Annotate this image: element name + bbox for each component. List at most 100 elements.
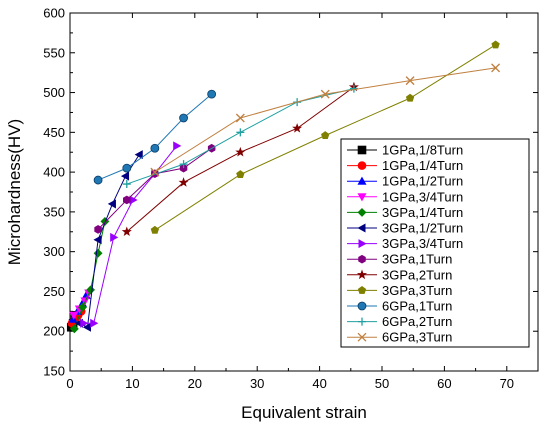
data-point	[357, 145, 367, 155]
data-point	[321, 131, 330, 140]
series-3GPa,3Turn	[150, 40, 500, 234]
series-6GPa,1Turn	[93, 89, 217, 185]
legend-item: 6GPa,3Turn	[347, 330, 452, 345]
data-point	[120, 171, 130, 181]
legend-item: 6GPa,2Turn	[347, 314, 452, 329]
data-point	[357, 207, 367, 217]
legend-label: 3GPa,1/4Turn	[382, 205, 463, 220]
data-point	[236, 128, 245, 137]
data-point	[78, 302, 87, 312]
data-point	[357, 286, 367, 294]
y-axis-label: Microhardness(HV)	[5, 119, 24, 265]
x-tick-label: 60	[437, 376, 451, 391]
legend-label: 6GPa,1Turn	[382, 299, 452, 314]
data-point	[358, 317, 366, 326]
y-tick-label: 200	[43, 324, 65, 339]
data-point	[491, 63, 501, 73]
x-tick-label: 70	[500, 376, 514, 391]
data-point	[178, 177, 189, 187]
data-point	[235, 113, 245, 123]
legend-label: 1GPa,3/4Turn	[382, 189, 463, 204]
data-point	[150, 225, 160, 234]
series-6GPa,2Turn	[122, 84, 358, 189]
legend-label: 1GPa,1/2Turn	[382, 174, 463, 189]
data-point	[173, 141, 182, 151]
legend-label: 3GPa,1/2Turn	[382, 221, 463, 236]
x-tick-label: 50	[375, 376, 389, 391]
data-point	[235, 146, 246, 157]
data-point	[320, 89, 330, 99]
y-tick-label: 500	[43, 85, 65, 100]
data-point	[357, 301, 367, 311]
legend-item: 3GPa,1/2Turn	[347, 221, 463, 236]
series-layer	[66, 40, 501, 334]
data-point	[236, 170, 245, 179]
data-point	[121, 226, 132, 237]
data-point	[179, 113, 188, 123]
data-point	[356, 269, 368, 280]
data-point	[110, 232, 119, 242]
legend-item: 1GPa,3/4Turn	[347, 189, 463, 204]
x-tick-label: 0	[66, 376, 73, 391]
data-point	[134, 150, 143, 160]
data-point	[357, 176, 367, 185]
data-point	[107, 199, 116, 209]
x-axis-ticks: 0 10 20 30 40 50 60 70	[66, 13, 514, 391]
y-tick-label: 400	[43, 165, 65, 180]
data-point	[93, 175, 103, 185]
y-tick-label: 150	[43, 364, 65, 379]
y-axis-ticks: 150 200 250 300 350 400 450 500 550 600	[43, 6, 538, 379]
legend: 1GPa,1/8Turn1GPa,1/4Turn1GPa,1/2Turn1GPa…	[340, 138, 530, 348]
legend-label: 3GPa,3Turn	[382, 283, 452, 298]
data-point	[68, 314, 78, 323]
data-point	[357, 161, 367, 170]
legend-item: 3GPa,3Turn	[347, 283, 452, 298]
x-tick-label: 30	[250, 376, 264, 391]
x-tick-label: 40	[312, 376, 326, 391]
data-point	[90, 318, 99, 328]
legend-box	[340, 138, 530, 348]
data-point	[207, 89, 217, 99]
legend-item: 3GPa,3/4Turn	[347, 236, 463, 251]
data-point	[122, 180, 131, 189]
y-tick-label: 350	[43, 204, 65, 219]
x-axis-label: Equivalent strain	[241, 403, 367, 422]
legend-label: 3GPa,1Turn	[382, 252, 452, 267]
legend-label: 3GPa,2Turn	[382, 267, 452, 282]
data-point	[69, 311, 79, 320]
legend-item: 3GPa,2Turn	[347, 267, 452, 282]
data-point	[292, 123, 303, 133]
data-point	[179, 160, 188, 169]
data-point	[405, 93, 415, 102]
data-point	[491, 40, 500, 49]
x-tick-label: 20	[188, 376, 202, 391]
y-tick-label: 600	[43, 6, 65, 21]
legend-label: 1GPa,1/4Turn	[382, 158, 463, 173]
y-tick-label: 450	[43, 125, 65, 140]
series-6GPa,3Turn	[150, 63, 501, 177]
data-point	[150, 167, 160, 177]
legend-label: 6GPa,3Turn	[382, 330, 452, 345]
data-point	[122, 163, 132, 173]
data-point	[358, 239, 367, 249]
data-point	[123, 195, 131, 205]
legend-item: 3GPa,1/4Turn	[347, 205, 463, 220]
legend-label: 6GPa,2Turn	[382, 314, 452, 329]
data-point	[358, 254, 366, 264]
legend-label: 1GPa,1/8Turn	[382, 143, 463, 158]
legend-item: 1GPa,1/2Turn	[347, 174, 463, 189]
y-tick-label: 300	[43, 244, 65, 259]
data-point	[357, 332, 367, 342]
data-point	[150, 143, 160, 153]
data-point	[405, 76, 415, 86]
data-point	[93, 235, 102, 245]
data-point	[357, 223, 366, 233]
legend-item: 6GPa,1Turn	[347, 299, 452, 314]
legend-item: 1GPa,1/8Turn	[347, 143, 463, 158]
data-point	[94, 225, 102, 234]
legend-label: 3GPa,3/4Turn	[382, 236, 463, 251]
legend-item: 3GPa,1Turn	[347, 252, 452, 267]
y-tick-label: 550	[43, 45, 65, 60]
